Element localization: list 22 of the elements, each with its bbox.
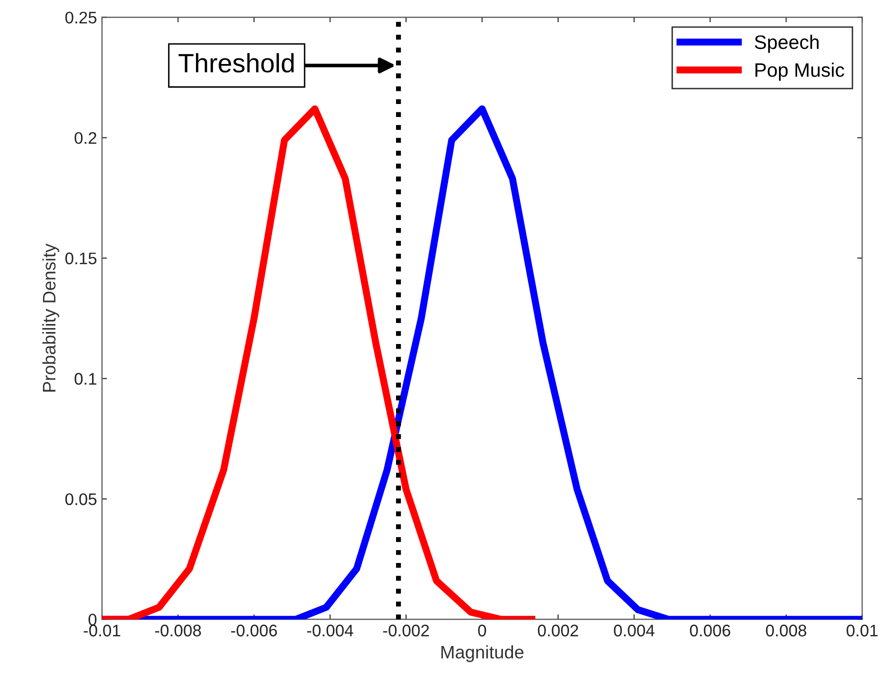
x-tick-label: 0.01 — [846, 624, 878, 636]
x-tick-label: -0.008 — [155, 624, 201, 636]
x-tick-label: -0.002 — [383, 624, 429, 636]
y-tick-label: 0.2 — [74, 132, 96, 144]
annotation: Threshold — [178, 53, 294, 73]
x-tick-label: 0.002 — [538, 624, 578, 636]
x-tick-label: -0.006 — [231, 624, 277, 636]
x-tick-label: -0.01 — [84, 624, 120, 636]
y-tick-label: 0.25 — [65, 12, 96, 24]
x-tick-label: 0.008 — [766, 624, 806, 636]
y-tick-label: 0.15 — [65, 252, 96, 264]
x-tick-label: 0.004 — [614, 624, 654, 636]
legend-label: Pop Music — [755, 62, 844, 81]
y-tick-label: 0 — [88, 614, 96, 626]
y-axis-title: Probability Density — [42, 244, 60, 392]
y-tick-label: 0.1 — [74, 372, 96, 385]
legend-label: Speech — [754, 34, 819, 53]
x-tick-label: -0.004 — [307, 624, 354, 636]
x-tick-label: 0 — [478, 624, 486, 636]
y-tick-label: 0.05 — [65, 493, 96, 506]
x-axis-title: Magnitude — [441, 645, 524, 662]
x-tick-label: 0.006 — [690, 624, 730, 636]
